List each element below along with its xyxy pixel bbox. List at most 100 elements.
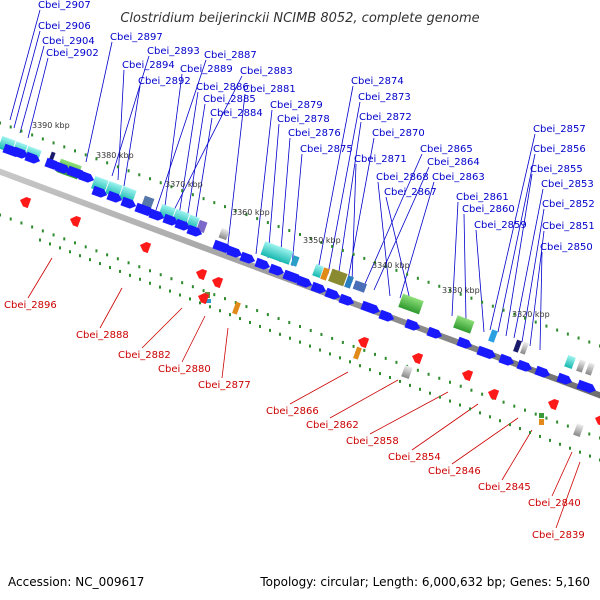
reverse-gene-label[interactable]: Cbei_2845	[478, 482, 531, 493]
reverse-gene-label[interactable]: Cbei_2858	[346, 436, 399, 447]
forward-gene-label[interactable]: Cbei_2859	[474, 220, 527, 231]
reverse-gene-label[interactable]: Cbei_2839	[532, 530, 585, 541]
forward-gene-arrow[interactable]	[556, 372, 573, 387]
feature-box[interactable]	[312, 263, 324, 279]
forward-gene-label[interactable]: Cbei_2897	[110, 32, 163, 43]
feature-box[interactable]	[539, 413, 544, 418]
forward-gene-label[interactable]: Cbei_2864	[427, 157, 480, 168]
feature-box[interactable]	[232, 301, 241, 315]
reverse-gene-arrow[interactable]	[196, 291, 210, 305]
feature-box[interactable]	[520, 341, 529, 355]
forward-gene-label[interactable]: Cbei_2884	[210, 108, 263, 119]
forward-gene-arrow[interactable]	[456, 336, 473, 351]
reverse-gene-label[interactable]: Cbei_2846	[428, 466, 481, 477]
forward-gene-arrow[interactable]	[12, 146, 29, 161]
forward-gene-arrow[interactable]	[360, 300, 381, 316]
forward-gene-label[interactable]: Cbei_2894	[122, 60, 175, 71]
reverse-gene-label[interactable]: Cbei_2840	[528, 498, 581, 509]
forward-gene-label[interactable]: Cbei_2867	[384, 187, 437, 198]
reverse-gene-label[interactable]: Cbei_2866	[266, 406, 319, 417]
reverse-gene-label[interactable]: Cbei_2854	[388, 452, 441, 463]
forward-gene-label[interactable]: Cbei_2871	[354, 154, 407, 165]
forward-gene-arrow[interactable]	[498, 353, 515, 368]
feature-box[interactable]	[576, 359, 586, 373]
forward-gene-arrow[interactable]	[338, 293, 355, 308]
forward-gene-label[interactable]: Cbei_2879	[270, 100, 323, 111]
feature-box[interactable]	[539, 419, 544, 425]
forward-gene-arrow[interactable]	[254, 257, 271, 272]
forward-gene-label[interactable]: Cbei_2865	[420, 144, 473, 155]
forward-gene-label[interactable]: Cbei_2904	[42, 36, 95, 47]
feature-box[interactable]	[218, 227, 230, 241]
forward-gene-label[interactable]: Cbei_2878	[277, 114, 330, 125]
forward-gene-arrow[interactable]	[268, 263, 285, 278]
feature-box[interactable]	[328, 268, 348, 287]
forward-gene-arrow[interactable]	[162, 213, 179, 228]
reverse-gene-arrow[interactable]	[356, 335, 370, 349]
forward-gene-label[interactable]: Cbei_2881	[243, 84, 296, 95]
forward-gene-arrow[interactable]	[78, 170, 95, 185]
forward-gene-label[interactable]: Cbei_2887	[204, 50, 257, 61]
forward-gene-arrow[interactable]	[310, 281, 327, 296]
forward-gene-arrow[interactable]	[324, 287, 341, 302]
forward-gene-label[interactable]: Cbei_2853	[541, 179, 594, 190]
feature-box[interactable]	[206, 299, 211, 303]
forward-gene-label[interactable]: Cbei_2872	[359, 112, 412, 123]
forward-gene-label[interactable]: Cbei_2883	[240, 66, 293, 77]
forward-gene-label[interactable]: Cbei_2857	[533, 124, 586, 135]
forward-gene-label[interactable]: Cbei_2860	[462, 204, 515, 215]
forward-gene-label[interactable]: Cbei_2873	[358, 92, 411, 103]
forward-gene-label[interactable]: Cbei_2852	[542, 199, 595, 210]
feature-box[interactable]	[573, 423, 584, 438]
forward-gene-label[interactable]: Cbei_2861	[456, 192, 509, 203]
forward-gene-label[interactable]: Cbei_2850	[540, 242, 593, 253]
forward-gene-label[interactable]: Cbei_2876	[288, 128, 341, 139]
forward-gene-arrow[interactable]	[24, 151, 41, 166]
forward-gene-label[interactable]: Cbei_2868	[376, 172, 429, 183]
forward-gene-arrow[interactable]	[106, 190, 123, 205]
forward-gene-arrow[interactable]	[91, 185, 108, 200]
reverse-gene-label[interactable]: Cbei_2882	[118, 350, 171, 361]
reverse-gene-arrow[interactable]	[68, 214, 82, 228]
feature-box[interactable]	[353, 346, 362, 360]
forward-gene-arrow[interactable]	[239, 251, 256, 266]
forward-gene-arrow[interactable]	[186, 224, 203, 239]
forward-gene-arrow[interactable]	[54, 161, 71, 176]
feature-box[interactable]	[564, 354, 576, 370]
forward-gene-label[interactable]: Cbei_2863	[432, 172, 485, 183]
reverse-gene-arrow[interactable]	[486, 387, 500, 401]
forward-gene-arrow[interactable]	[576, 379, 597, 395]
forward-gene-arrow[interactable]	[120, 196, 137, 211]
forward-gene-arrow[interactable]	[378, 309, 395, 324]
forward-gene-label[interactable]: Cbei_2893	[147, 46, 200, 57]
forward-gene-arrow[interactable]	[282, 269, 303, 285]
forward-gene-arrow[interactable]	[426, 326, 443, 341]
forward-gene-label[interactable]: Cbei_2902	[46, 48, 99, 59]
forward-gene-label[interactable]: Cbei_2874	[351, 76, 404, 87]
forward-gene-label[interactable]: Cbei_2886	[196, 82, 249, 93]
forward-gene-arrow[interactable]	[404, 318, 421, 333]
reverse-gene-label[interactable]: Cbei_2862	[306, 420, 359, 431]
feature-box[interactable]	[453, 315, 475, 334]
feature-box[interactable]	[290, 255, 300, 267]
reverse-gene-label[interactable]: Cbei_2880	[158, 364, 211, 375]
forward-gene-arrow[interactable]	[148, 208, 165, 223]
forward-gene-label[interactable]: Cbei_2851	[542, 221, 595, 232]
feature-box[interactable]	[401, 364, 413, 380]
feature-box[interactable]	[513, 339, 522, 353]
feature-box[interactable]	[352, 280, 368, 293]
forward-gene-arrow[interactable]	[134, 202, 155, 218]
forward-gene-arrow[interactable]	[212, 239, 233, 255]
forward-gene-arrow[interactable]	[296, 275, 313, 290]
reverse-gene-label[interactable]: Cbei_2896	[4, 300, 57, 311]
forward-gene-arrow[interactable]	[476, 345, 497, 361]
feature-box[interactable]	[344, 275, 354, 289]
reverse-gene-label[interactable]: Cbei_2877	[198, 380, 251, 391]
forward-gene-label[interactable]: Cbei_2875	[300, 144, 353, 155]
forward-gene-label[interactable]: Cbei_2892	[138, 76, 191, 87]
feature-box[interactable]	[260, 241, 294, 265]
feature-box[interactable]	[320, 267, 330, 281]
feature-box[interactable]	[585, 362, 595, 376]
reverse-gene-arrow[interactable]	[18, 195, 32, 209]
feature-box[interactable]	[398, 293, 424, 315]
